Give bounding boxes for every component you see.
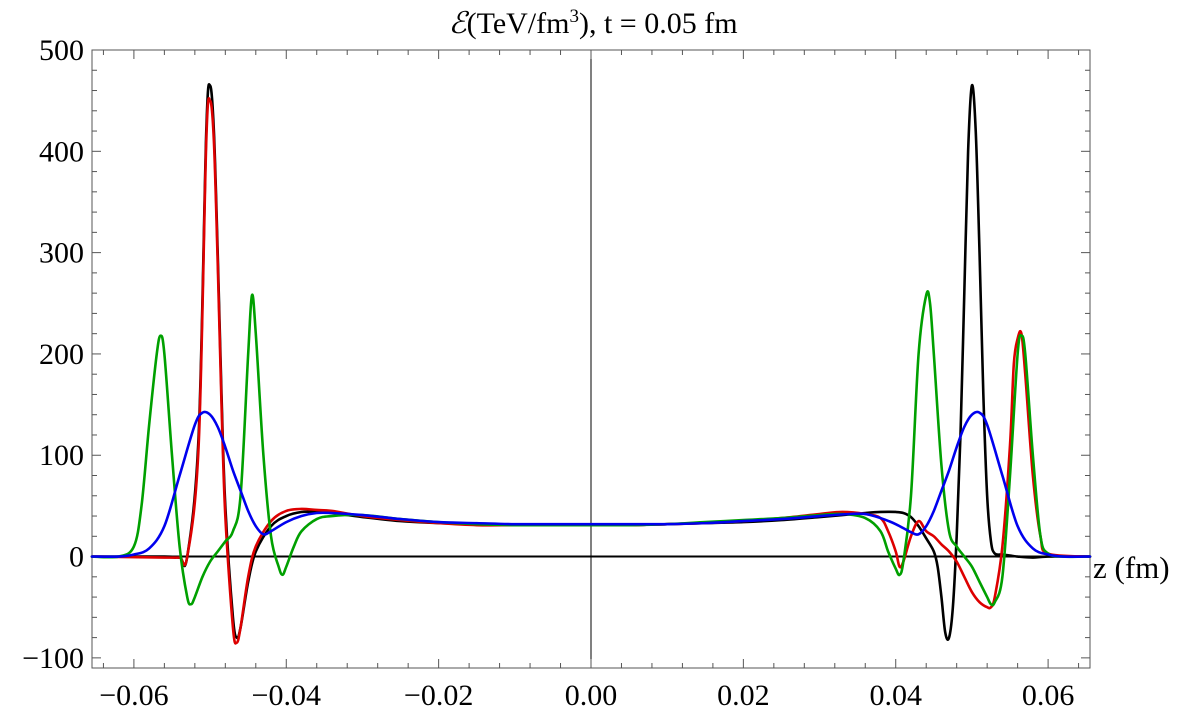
x-tick-label: 0.02 [717,679,770,712]
title-prefix: (TeV/fm [467,7,570,40]
series-layer [90,83,1092,645]
y-tick-label: 300 [39,237,84,270]
y-tick-label: 0 [69,541,84,574]
x-tick-label: −0.02 [404,679,473,712]
title-suffix: ), t = 0.05 fm [579,7,738,40]
y-tick-label: −100 [22,642,84,675]
x-tick-label: 0.06 [1022,679,1075,712]
y-tick-label: 200 [39,338,84,371]
x-axis-label: z (fm) [1093,550,1170,585]
x-tick-label: 0.00 [565,679,618,712]
chart-title: ℰ(TeV/fm3), t = 0.05 fm [448,6,737,40]
x-tick-label: −0.06 [99,679,168,712]
x-tick-label: −0.04 [252,679,321,712]
svg-text:ℰ(TeV/fm3), t = 0.05 fm: ℰ(TeV/fm3), t = 0.05 fm [448,6,737,40]
y-tick-label: 500 [39,34,84,67]
series-line-4 [90,410,1092,559]
axes-layer: −0.06 −0.04 −0.02 0.00 0.02 0.04 0.06 −100 0 100 2… [22,34,1090,712]
x-tick-label: 0.04 [869,679,922,712]
title-superscript: 3 [569,6,579,27]
title-symbol: ℰ [448,7,469,40]
y-tick-label: 400 [39,135,84,168]
y-tick-label: 100 [39,439,84,472]
